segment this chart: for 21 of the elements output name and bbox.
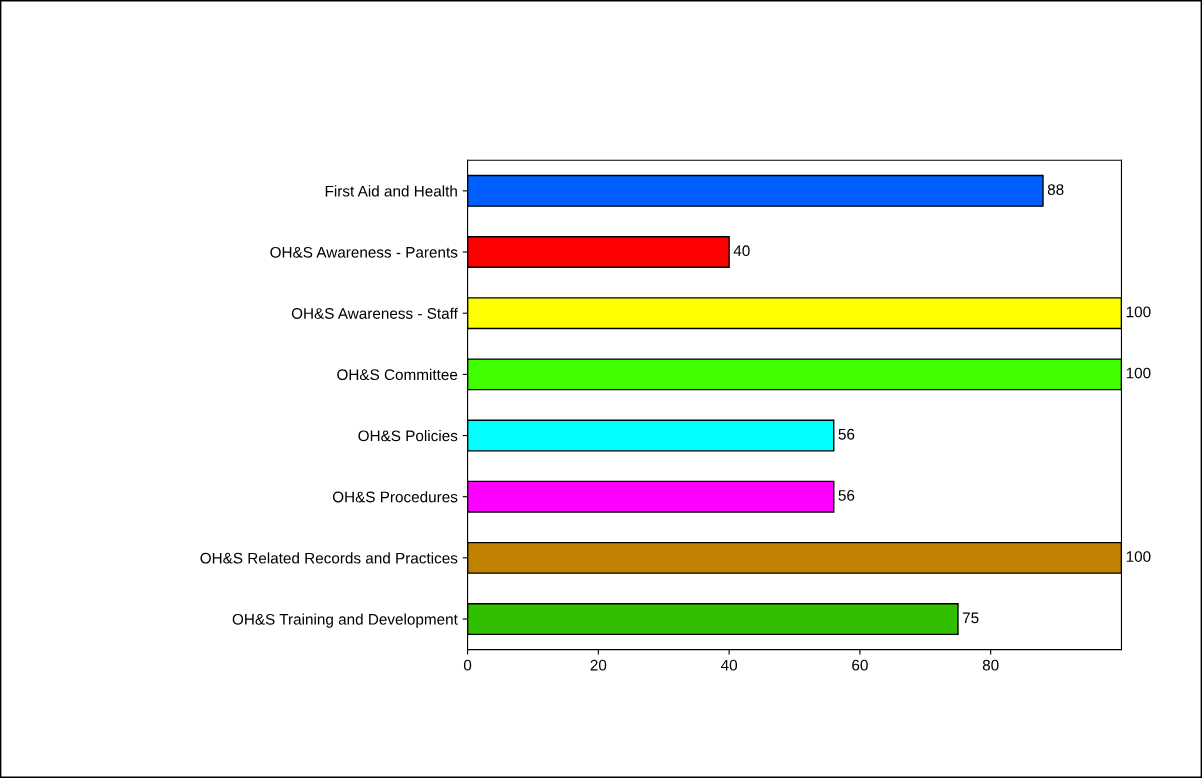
data-label: 100 [1126,367,1151,379]
data-label: 75 [962,612,979,624]
data-label: 100 [1126,306,1151,318]
x-tick-label: 60 [852,659,868,671]
y-tick-label: OH&S Awareness - Staff [291,307,458,319]
data-label: 56 [838,428,855,440]
x-tick-label: 80 [982,659,999,671]
y-tick-label: OH&S Procedures [332,491,458,503]
y-tick-label: OH&S Awareness - Parents [270,246,458,258]
x-tick-label: 20 [590,659,607,671]
data-label: 40 [733,245,750,257]
data-label: 88 [1047,184,1064,195]
y-tick-label: First Aid and Health [325,185,457,197]
y-tick-label: OH&S Committee [337,368,458,381]
x-tick-label: 0 [463,659,472,671]
data-label: 56 [838,489,855,501]
data-label: 100 [1126,551,1151,562]
y-tick-label: OH&S Related Records and Practices [200,552,458,564]
y-tick-label: OH&S Policies [358,430,458,442]
x-tick-label: 40 [720,659,738,671]
y-tick-label: OH&S Training and Development [232,613,458,628]
